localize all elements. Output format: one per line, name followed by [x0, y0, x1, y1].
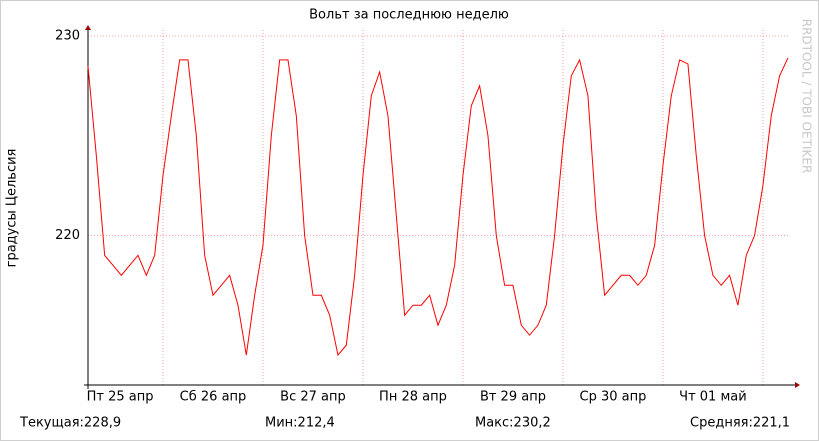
- footer-stat: Текущая:228,9: [19, 416, 121, 431]
- y-tick-label: 220: [55, 228, 80, 243]
- x-tick-label: Пт 25 апр: [87, 390, 154, 405]
- x-tick-label: Сб 26 апр: [180, 390, 247, 405]
- footer-stat: Средняя:221,1: [690, 416, 790, 431]
- data-line: [87, 57, 789, 357]
- x-tick-label: Вт 29 апр: [480, 390, 546, 405]
- footer-stat: Мин:212,4: [265, 416, 335, 431]
- footer-stat: Макс:230,2: [475, 416, 551, 431]
- y-axis-arrow: [85, 25, 91, 30]
- watermark: RRDTOOL / TOBI OETIKER: [800, 19, 814, 174]
- x-tick-label: Пн 28 апр: [379, 390, 447, 405]
- x-tick-label: Чт 01 май: [679, 390, 747, 405]
- x-tick-label: Вс 27 апр: [280, 390, 346, 405]
- y-axis-label: градусы Цельсия: [5, 149, 20, 268]
- y-tick-label: 230: [55, 28, 80, 43]
- x-axis-arrow: [795, 382, 800, 388]
- x-tick-label: Ср 30 апр: [580, 390, 647, 405]
- chart-title: Вольт за последнюю неделю: [309, 8, 509, 23]
